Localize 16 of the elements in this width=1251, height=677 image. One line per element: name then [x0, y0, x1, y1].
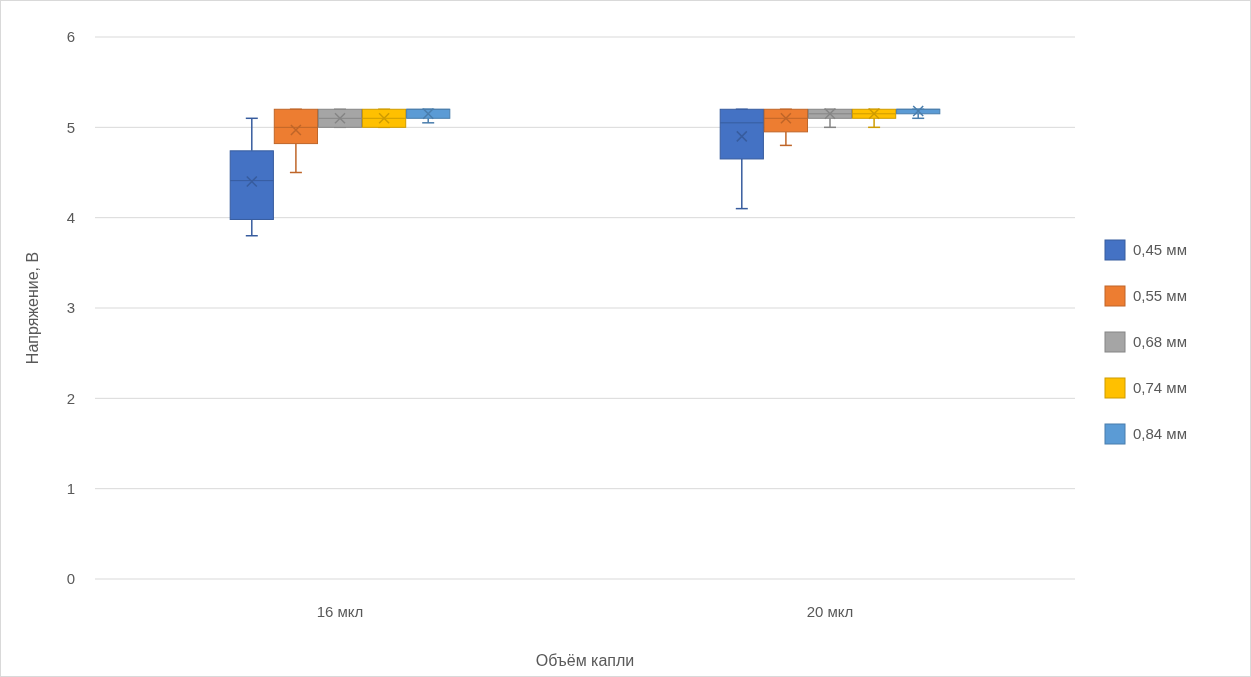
y-tick-label: 1 [66, 479, 75, 497]
x-axis-title: Объём капли [535, 652, 635, 669]
legend-label: 0,84 мм [1133, 425, 1187, 443]
y-tick-label: 4 [66, 208, 75, 226]
y-tick-label: 0 [66, 570, 75, 588]
y-tick-label: 6 [66, 28, 75, 46]
x-tick-label: 20 мкл [806, 603, 854, 620]
y-tick-label: 2 [66, 389, 75, 407]
legend-label: 0,74 мм [1133, 379, 1187, 397]
legend-label: 0,45 мм [1133, 241, 1187, 259]
y-axis-title: Напряжение, В [24, 251, 41, 365]
legend-label: 0,55 мм [1133, 287, 1187, 305]
y-tick-label: 3 [66, 299, 75, 317]
x-tick-label: 16 мкл [316, 603, 364, 620]
y-tick-label: 5 [66, 118, 75, 136]
legend-label: 0,68 мм [1133, 333, 1187, 351]
